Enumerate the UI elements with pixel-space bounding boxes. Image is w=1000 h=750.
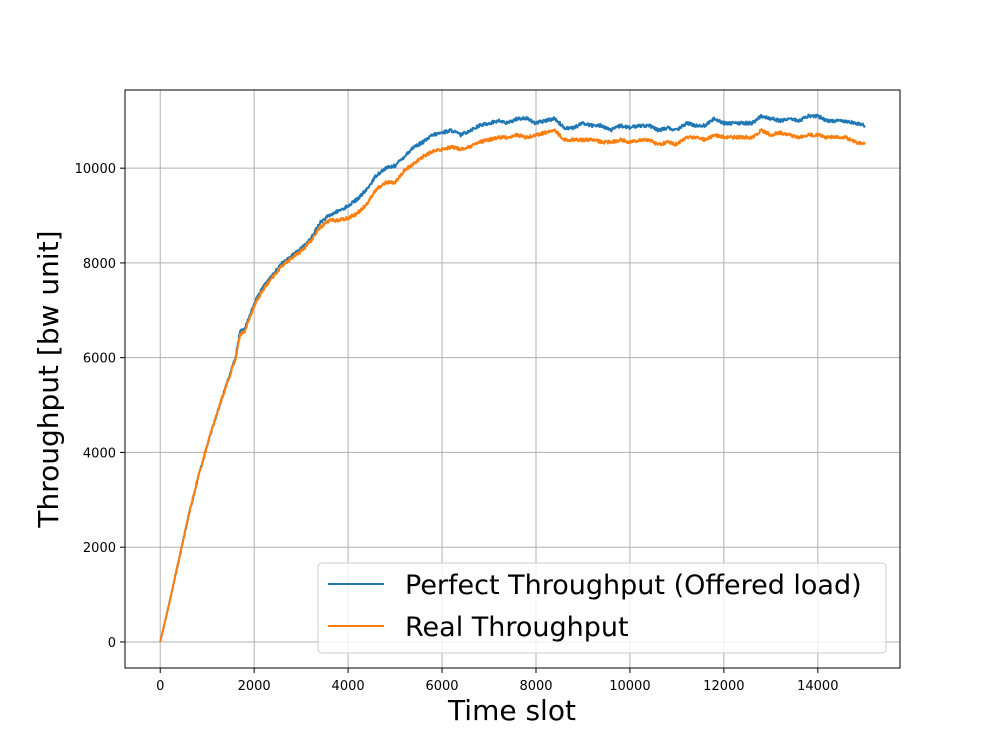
y-tick-label: 6000: [83, 352, 116, 367]
plot-frame: [124, 89, 901, 669]
x-tick-label: 6000: [425, 679, 458, 694]
x-tick-label: 14000: [797, 679, 838, 694]
legend-label-perfect: Perfect Throughput (Offered load): [405, 570, 862, 601]
x-tick-label: 10000: [609, 679, 650, 694]
series-layer: [159, 113, 866, 643]
series-line-perfect: [159, 113, 866, 643]
grid: [125, 90, 900, 668]
y-tick-label: 10000: [75, 162, 116, 177]
legend-box: [317, 562, 887, 654]
legend: Perfect Throughput (Offered load) Real T…: [317, 562, 887, 654]
y-axis-ticks: 0 2000 4000 6000 8000 10000: [75, 162, 125, 651]
y-tick-label: 2000: [83, 541, 116, 556]
x-tick-label: 8000: [519, 679, 552, 694]
y-tick-label: 8000: [83, 257, 116, 272]
x-axis-ticks: 0 2000 4000 6000 8000 10000 12000 14000: [156, 668, 838, 694]
x-tick-label: 4000: [332, 679, 365, 694]
x-tick-label: 0: [156, 679, 164, 694]
y-tick-label: 0: [108, 636, 116, 651]
y-tick-label: 4000: [83, 446, 116, 461]
series-line-real: [159, 128, 866, 643]
x-axis-title: Time slot: [447, 694, 576, 727]
legend-label-real: Real Throughput: [405, 612, 629, 643]
y-axis-title: Throughput [bw unit]: [32, 230, 65, 528]
x-tick-label: 12000: [703, 679, 744, 694]
x-tick-label: 2000: [238, 679, 271, 694]
